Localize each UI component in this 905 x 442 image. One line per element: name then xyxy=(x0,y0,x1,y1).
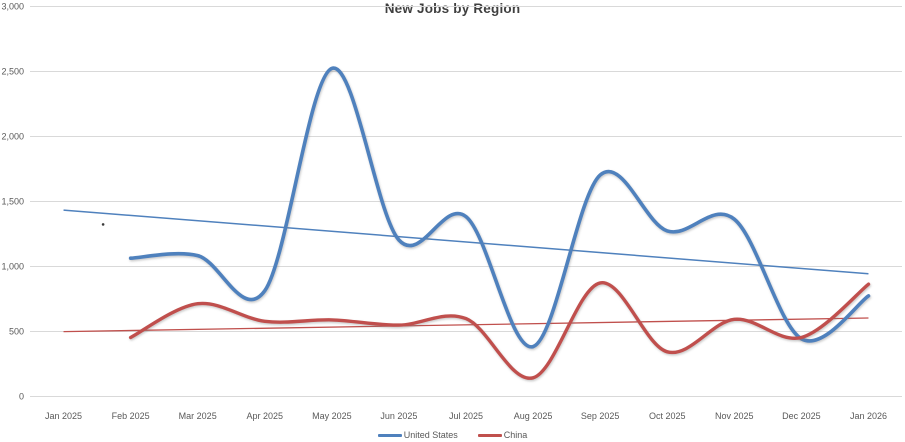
trendlines-group xyxy=(63,209,869,333)
legend-swatch-united-states-icon xyxy=(377,433,402,437)
axis-labels-group: 0 500 1,000 1,500 2,000 2,500 3,000 Jan 2025 Feb… xyxy=(1,2,887,422)
legend-item-china[interactable]: China xyxy=(477,430,528,440)
y-axis-tick-label: 3,000 xyxy=(1,2,24,12)
y-axis-tick-label: 0 xyxy=(19,392,24,402)
chart-title: New Jobs by Region xyxy=(384,1,521,16)
series-line-china[interactable] xyxy=(128,281,871,380)
x-axis-tick-label: Jan 2025 xyxy=(45,411,82,421)
x-axis-tick-label: Sep 2025 xyxy=(581,411,620,421)
trendline-united-states[interactable] xyxy=(63,209,869,275)
y-axis-tick-label: 2,500 xyxy=(1,67,24,77)
annotations-group xyxy=(101,223,105,226)
x-axis-tick-label: Apr 2025 xyxy=(247,411,284,421)
x-axis-tick-label: May 2025 xyxy=(312,411,352,421)
x-axis-tick-label: Jan 2026 xyxy=(850,411,887,421)
gridlines-group xyxy=(30,6,902,397)
x-axis-tick-label: Aug 2025 xyxy=(514,411,553,421)
legend-label-united-states: United States xyxy=(403,430,458,440)
series-line-united-states[interactable] xyxy=(128,66,871,349)
series-group xyxy=(128,66,871,380)
x-axis-tick-label: Mar 2025 xyxy=(179,411,217,421)
x-axis-tick-label: Jul 2025 xyxy=(449,411,483,421)
x-axis-tick-label: Dec 2025 xyxy=(782,411,821,421)
y-axis-tick-label: 2,000 xyxy=(1,132,24,142)
y-axis-tick-label: 1,500 xyxy=(1,197,24,207)
x-axis-tick-label: Feb 2025 xyxy=(112,411,150,421)
stray-dot xyxy=(101,223,105,226)
legend: United States China xyxy=(0,430,905,440)
legend-label-china: China xyxy=(503,430,528,440)
x-axis-tick-label: Oct 2025 xyxy=(649,411,686,421)
y-axis-tick-label: 1,000 xyxy=(1,262,24,272)
x-axis-tick-label: Nov 2025 xyxy=(715,411,754,421)
legend-swatch-china-icon xyxy=(477,433,502,437)
y-axis-tick-label: 500 xyxy=(9,327,24,337)
x-axis-tick-label: Jun 2025 xyxy=(380,411,417,421)
legend-item-united-states[interactable]: United States xyxy=(377,430,458,440)
